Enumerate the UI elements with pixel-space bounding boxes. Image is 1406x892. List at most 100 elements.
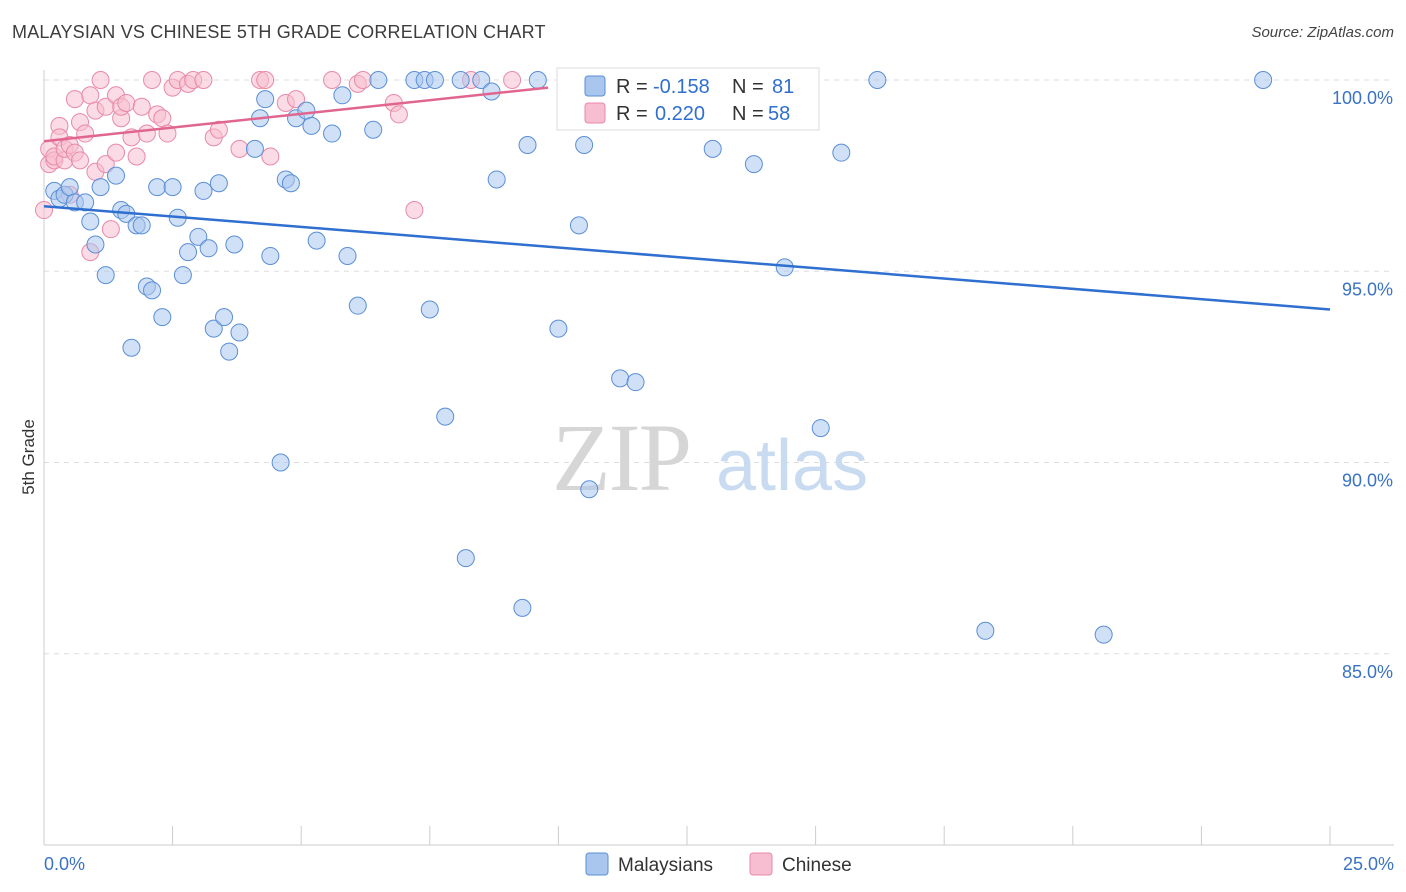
point-chinese <box>143 71 162 89</box>
bottom-legend-swatch-malaysians <box>585 852 609 876</box>
point-chinese <box>230 139 249 158</box>
legend-n-value-chinese: 58 <box>768 103 790 125</box>
point-malaysian <box>132 216 151 235</box>
point-malaysian <box>811 419 830 438</box>
point-malaysian <box>518 136 537 155</box>
point-malaysian <box>81 212 100 231</box>
y-tick-labels: 85.0% 90.0% 95.0% 100.0% <box>1332 88 1393 682</box>
point-malaysian <box>549 319 568 338</box>
point-chinese <box>353 71 372 89</box>
legend-n-label-chinese: N = <box>732 103 764 125</box>
legend-swatch-malaysians <box>584 75 606 97</box>
point-chinese <box>287 90 306 109</box>
point-malaysian <box>472 71 491 89</box>
point-chinese <box>153 109 172 128</box>
point-chinese <box>137 124 156 143</box>
chart-title: MALAYSIAN VS CHINESE 5TH GRADE CORRELATI… <box>12 22 546 42</box>
point-malaysian <box>302 116 321 135</box>
point-malaysian <box>96 266 115 285</box>
point-malaysian <box>256 90 275 109</box>
point-malaysian <box>487 170 506 189</box>
point-malaysian <box>107 166 126 185</box>
point-chinese <box>256 71 275 89</box>
point-malaysian <box>86 235 105 254</box>
bottom-legend-swatch-chinese <box>749 852 773 876</box>
trend-line-chinese <box>43 86 549 143</box>
y-tick-label: 95.0% <box>1342 279 1393 299</box>
point-malaysian <box>744 155 763 174</box>
legend-r-label-chinese: R = <box>616 103 648 125</box>
point-malaysian <box>271 453 290 472</box>
point-malaysian <box>451 71 470 89</box>
point-malaysian <box>189 227 208 246</box>
point-malaysian <box>580 480 599 499</box>
point-malaysian <box>528 71 547 89</box>
point-chinese <box>209 120 228 139</box>
point-malaysian <box>230 323 249 342</box>
point-malaysian <box>364 120 383 139</box>
point-malaysian <box>333 86 352 105</box>
legend-r-value-malaysians: -0.158 <box>653 76 710 98</box>
point-malaysian <box>261 246 280 265</box>
point-malaysian <box>163 178 182 197</box>
point-malaysian <box>323 124 342 143</box>
bottom-legend: Malaysians Chinese <box>585 852 852 876</box>
point-malaysian <box>1254 71 1273 89</box>
legend-n-value-malaysians: 81 <box>772 76 794 98</box>
legend-n-label-malaysians: N = <box>732 76 764 98</box>
point-malaysian <box>626 373 645 392</box>
point-chinese <box>96 155 115 174</box>
y-axis-title: 5th Grade <box>19 419 38 495</box>
grid-lines <box>44 79 1394 655</box>
point-chinese <box>127 147 146 166</box>
point-malaysian <box>225 235 244 254</box>
point-malaysian <box>832 143 851 162</box>
point-malaysian <box>122 338 141 357</box>
legend-r-value-chinese: 0.220 <box>655 103 705 125</box>
point-malaysian <box>868 71 887 89</box>
point-malaysian <box>569 216 588 235</box>
point-malaysian <box>220 342 239 361</box>
point-malaysian <box>420 300 439 319</box>
point-chinese <box>323 71 342 89</box>
point-chinese <box>132 97 151 116</box>
bottom-legend-label-chinese: Chinese <box>782 855 852 876</box>
point-chinese <box>65 90 84 109</box>
point-malaysian <box>703 139 722 158</box>
point-chinese <box>117 93 136 112</box>
point-malaysian <box>1094 625 1113 644</box>
point-chinese <box>35 201 53 220</box>
trend-lines <box>43 86 1331 311</box>
point-malaysian <box>245 139 264 158</box>
stats-legend: R = -0.158 N = 81 R = 0.220 N = 58 <box>556 67 820 131</box>
legend-r-label-malaysians: R = <box>616 76 648 98</box>
point-malaysian <box>456 549 475 568</box>
point-malaysian <box>179 243 198 262</box>
point-chinese <box>81 86 100 105</box>
point-chinese <box>261 147 280 166</box>
point-malaysian <box>60 178 79 197</box>
watermark-atlas: atlas <box>716 426 868 506</box>
point-malaysian <box>209 174 228 193</box>
point-malaysian <box>91 178 110 197</box>
point-chinese <box>503 71 522 89</box>
bottom-legend-label-malaysians: Malaysians <box>618 855 713 876</box>
point-malaysian <box>369 71 388 89</box>
watermark-zip: ZIP <box>552 404 690 511</box>
x-axis-ticks <box>43 826 1331 845</box>
x-tick-label-min: 0.0% <box>44 854 85 874</box>
point-malaysian <box>976 621 995 640</box>
point-chinese <box>71 151 90 170</box>
x-tick-label-max: 25.0% <box>1343 854 1394 874</box>
point-malaysian <box>338 246 357 265</box>
point-malaysian <box>575 136 594 155</box>
y-tick-label: 100.0% <box>1332 88 1393 108</box>
point-chinese <box>91 71 110 89</box>
watermark: ZIP atlas <box>552 404 868 511</box>
legend-swatch-chinese <box>584 102 606 124</box>
point-chinese <box>101 220 120 239</box>
point-malaysian <box>436 407 455 426</box>
point-chinese <box>107 143 126 162</box>
point-malaysian <box>199 239 218 258</box>
